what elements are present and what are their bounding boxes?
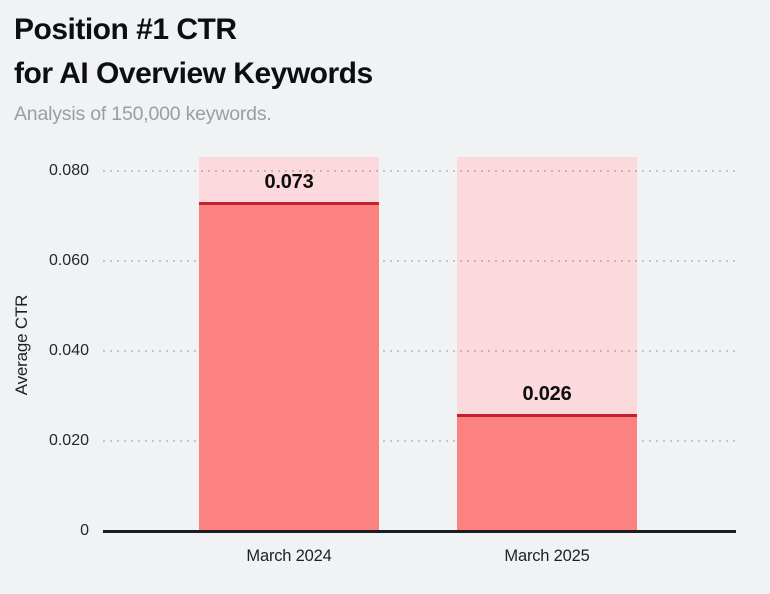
chart-title-line2: for AI Overview Keywords (14, 57, 373, 90)
y-tick-label-0p080: 0.080 (48, 161, 89, 179)
chart-header: Position #1 CTR for AI Overview Keywords… (14, 8, 373, 126)
gridline-0p020 (103, 439, 737, 442)
bar-march-2025: 0.026 (457, 157, 637, 531)
gridline-0p080 (103, 169, 737, 172)
bar-fill-march-2025 (457, 413, 637, 531)
bar-value-label-march-2025: 0.026 (522, 382, 572, 405)
bar-march-2024: 0.073 (199, 157, 379, 531)
x-tick-label-march-2025: March 2025 (504, 547, 590, 565)
bar-fill-march-2024 (199, 202, 379, 531)
bar-value-label-march-2024: 0.073 (264, 171, 314, 194)
chart-subtitle: Analysis of 150,000 keywords. (14, 103, 272, 125)
chart-title-line1: Position #1 CTR (14, 13, 237, 46)
y-axis-title: Average CTR (12, 294, 31, 396)
y-tick-label-0: 0 (80, 522, 89, 539)
chart-title: Position #1 CTR for AI Overview Keywords (14, 8, 373, 96)
x-axis-baseline (103, 530, 736, 533)
x-tick-label-march-2024: March 2024 (246, 547, 332, 565)
y-tick-label-0p020: 0.020 (48, 431, 89, 449)
gridline-0p060 (103, 259, 737, 262)
plot-area: 0 0.020 0.040 0.060 0.080 0.073 0.026 Ma… (49, 157, 737, 565)
gridline-0p040 (103, 349, 737, 352)
y-tick-label-0p040: 0.040 (48, 341, 89, 359)
y-tick-label-0p060: 0.060 (48, 251, 89, 269)
